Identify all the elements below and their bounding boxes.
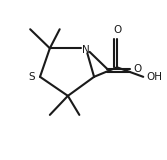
Text: O: O (113, 25, 121, 35)
Text: O: O (133, 64, 142, 74)
Text: N: N (82, 45, 90, 55)
Text: OH: OH (146, 72, 162, 82)
Text: S: S (29, 72, 35, 82)
